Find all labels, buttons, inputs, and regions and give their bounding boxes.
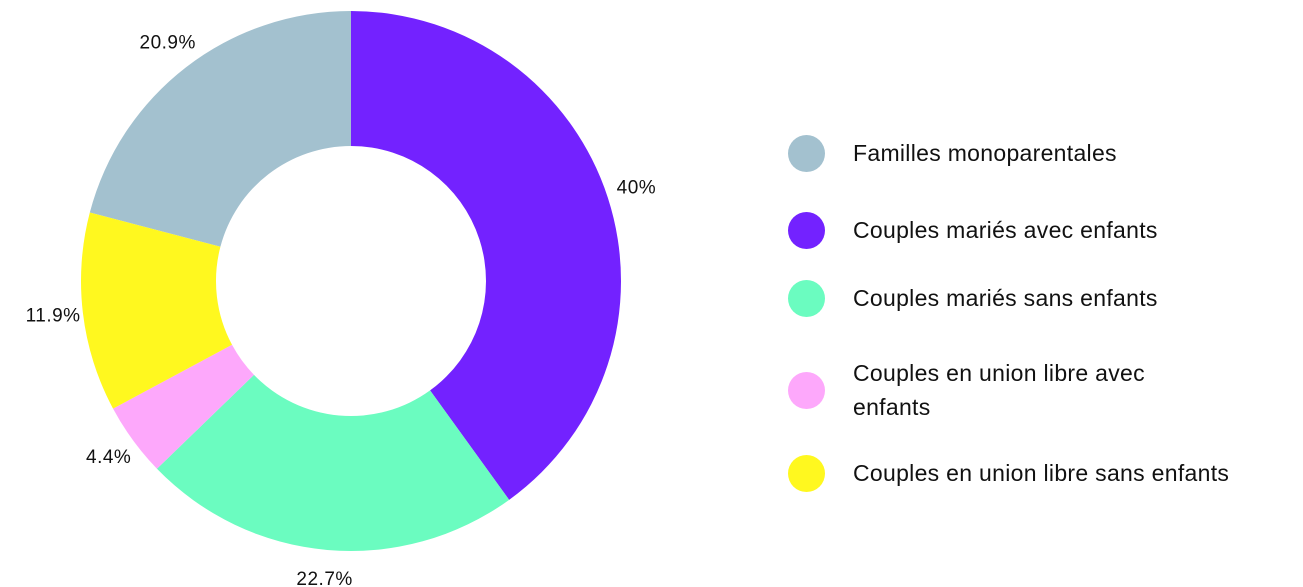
legend-swatch bbox=[788, 134, 825, 172]
value-label: 20.9% bbox=[140, 33, 196, 54]
legend-item: Couples en union libre sans enfants bbox=[788, 454, 1303, 492]
legend-item: Couples mariés sans enfants bbox=[788, 279, 1303, 317]
legend-label: Familles monoparentales bbox=[853, 140, 1117, 166]
legend-swatch bbox=[788, 279, 825, 317]
legend-item: Couples en union libre avec enfants bbox=[788, 356, 1303, 424]
chart: 20.9% 40% 22.7% 4.4% 11.9% bbox=[26, 11, 657, 587]
legend-swatch bbox=[788, 371, 825, 409]
slice bbox=[113, 344, 254, 469]
legend-label: Couples en union libre sans enfants bbox=[853, 460, 1230, 486]
slice bbox=[156, 374, 510, 552]
legend-label: Couples en union libre avec enfants bbox=[853, 360, 1145, 420]
legend-item: Couples mariés avec enfants bbox=[788, 211, 1303, 249]
legend-swatch bbox=[788, 454, 825, 492]
slice bbox=[80, 212, 233, 409]
legend-item: Familles monoparentales bbox=[788, 134, 1303, 172]
legend-label: Couples mariés avec enfants bbox=[853, 217, 1158, 243]
legend-swatch bbox=[788, 211, 825, 249]
slice bbox=[351, 11, 621, 500]
value-label: 40% bbox=[617, 178, 657, 199]
value-label: 4.4% bbox=[86, 447, 131, 468]
slice bbox=[89, 11, 352, 247]
legend-label: Couples mariés sans enfants bbox=[853, 285, 1158, 311]
value-label: 11.9% bbox=[26, 305, 81, 326]
value-label: 22.7% bbox=[296, 569, 352, 587]
